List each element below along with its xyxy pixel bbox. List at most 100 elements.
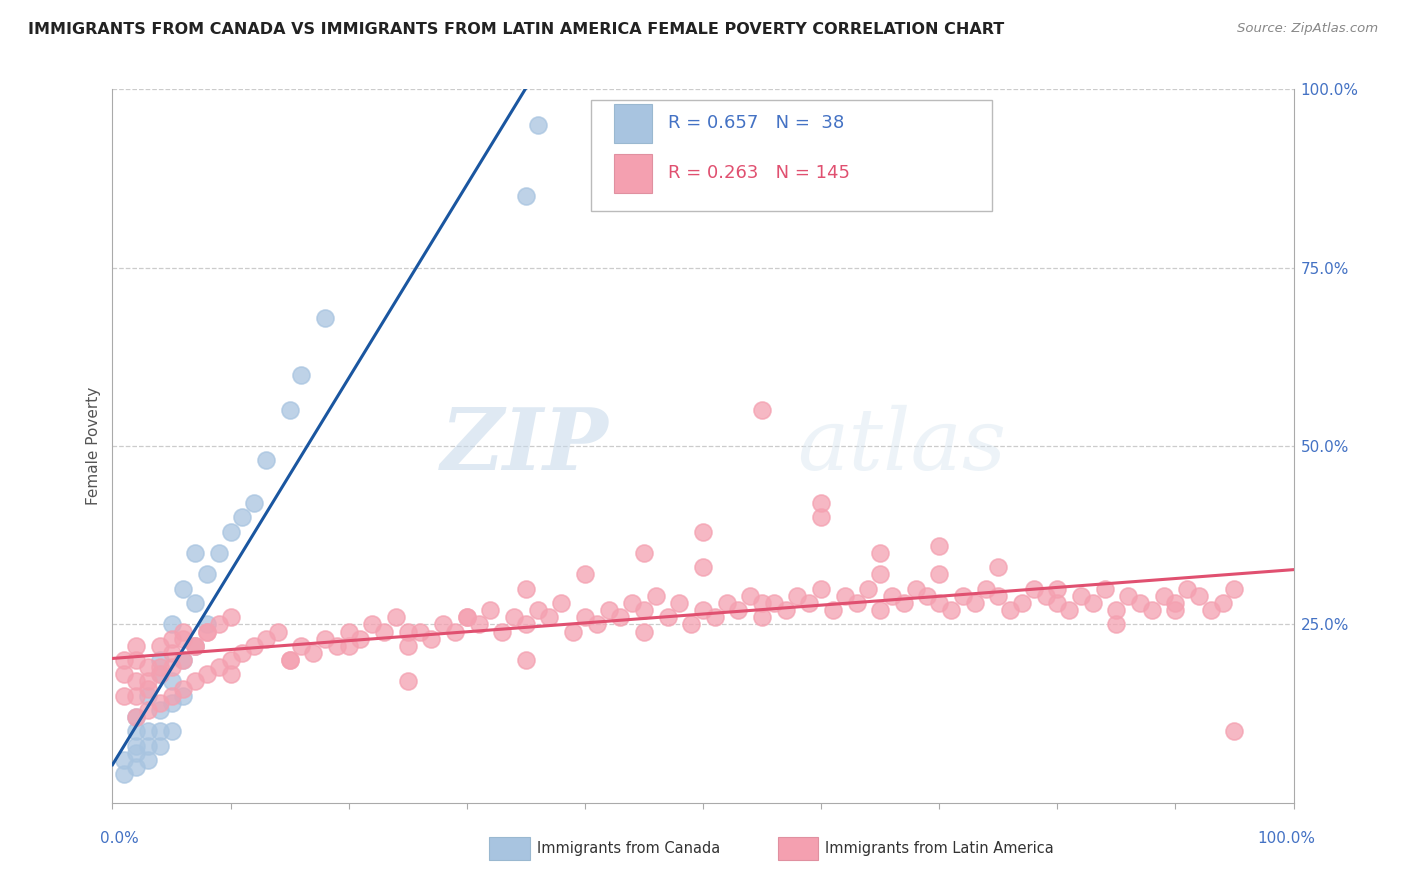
Point — [456, 610, 478, 624]
Point — [149, 696, 172, 710]
Point — [326, 639, 349, 653]
Point — [515, 653, 537, 667]
Point — [917, 589, 939, 603]
Point — [290, 639, 312, 653]
Point — [208, 660, 231, 674]
Point — [349, 632, 371, 646]
Point — [160, 724, 183, 739]
Point — [633, 603, 655, 617]
Text: 0.0%: 0.0% — [100, 831, 139, 846]
Point — [1094, 582, 1116, 596]
Point — [136, 724, 159, 739]
Point — [515, 189, 537, 203]
Point — [987, 589, 1010, 603]
Point — [1188, 589, 1211, 603]
Point — [845, 596, 868, 610]
Point — [385, 610, 408, 624]
Point — [219, 610, 242, 624]
Point — [231, 510, 253, 524]
Point — [278, 403, 301, 417]
Point — [136, 660, 159, 674]
Point — [503, 610, 526, 624]
Point — [681, 617, 703, 632]
Point — [598, 603, 620, 617]
Point — [751, 596, 773, 610]
Point — [515, 582, 537, 596]
Point — [160, 674, 183, 689]
Point — [172, 632, 194, 646]
Point — [208, 546, 231, 560]
Point — [149, 739, 172, 753]
Point — [963, 596, 986, 610]
Point — [928, 567, 950, 582]
Point — [172, 653, 194, 667]
Point — [219, 524, 242, 539]
Point — [125, 760, 148, 774]
Point — [267, 624, 290, 639]
Text: R = 0.657   N =  38: R = 0.657 N = 38 — [668, 114, 844, 132]
Point — [254, 632, 277, 646]
Point — [149, 667, 172, 681]
Point — [112, 767, 135, 781]
Point — [408, 624, 430, 639]
Point — [420, 632, 443, 646]
Point — [1199, 603, 1222, 617]
Point — [172, 582, 194, 596]
Point — [644, 589, 666, 603]
Point — [195, 624, 218, 639]
Point — [1175, 582, 1198, 596]
Point — [467, 617, 489, 632]
Point — [160, 646, 183, 660]
Point — [1105, 617, 1128, 632]
Point — [1129, 596, 1152, 610]
Point — [160, 632, 183, 646]
Point — [526, 118, 548, 132]
Point — [1070, 589, 1092, 603]
Point — [149, 703, 172, 717]
Point — [703, 610, 725, 624]
Text: Immigrants from Latin America: Immigrants from Latin America — [825, 841, 1054, 855]
Point — [692, 560, 714, 574]
Point — [125, 653, 148, 667]
Point — [1046, 582, 1069, 596]
Point — [243, 639, 266, 653]
Point — [810, 582, 832, 596]
Point — [1212, 596, 1234, 610]
Point — [1153, 589, 1175, 603]
Point — [810, 510, 832, 524]
Point — [928, 596, 950, 610]
FancyBboxPatch shape — [614, 104, 652, 143]
Point — [585, 617, 607, 632]
Point — [893, 596, 915, 610]
Point — [1223, 724, 1246, 739]
Point — [160, 617, 183, 632]
Point — [515, 617, 537, 632]
Point — [869, 546, 891, 560]
Point — [112, 653, 135, 667]
Point — [172, 681, 194, 696]
Point — [125, 674, 148, 689]
Point — [939, 603, 962, 617]
Point — [538, 610, 561, 624]
Point — [1164, 596, 1187, 610]
Point — [195, 667, 218, 681]
Point — [290, 368, 312, 382]
Point — [880, 589, 903, 603]
Point — [195, 617, 218, 632]
Point — [727, 603, 749, 617]
Point — [609, 610, 631, 624]
Point — [136, 689, 159, 703]
Point — [219, 667, 242, 681]
Point — [361, 617, 384, 632]
Point — [195, 567, 218, 582]
Point — [184, 596, 207, 610]
Text: Immigrants from Canada: Immigrants from Canada — [537, 841, 720, 855]
Point — [621, 596, 644, 610]
Point — [125, 710, 148, 724]
Point — [184, 674, 207, 689]
Point — [125, 639, 148, 653]
Point — [751, 403, 773, 417]
Point — [432, 617, 454, 632]
Point — [136, 674, 159, 689]
Point — [125, 724, 148, 739]
